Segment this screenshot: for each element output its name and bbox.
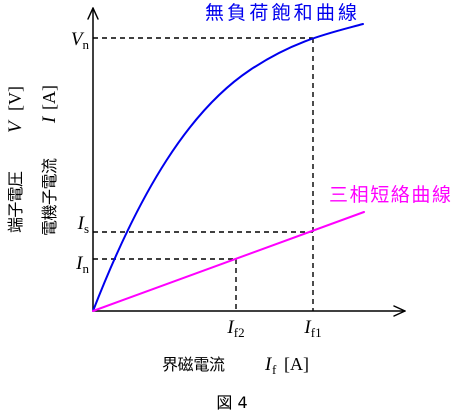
tick-label-if1-main: I (303, 317, 312, 338)
x-axis-arrow-icon (393, 305, 406, 317)
y-axis-title-current: 電機子電流 I [A] (39, 85, 60, 236)
current-title-text: 電機子電流 (40, 158, 59, 236)
tick-label-vn-sub: n (83, 37, 90, 52)
x-axis-title-symbol: I (264, 354, 273, 375)
current-title-symbol: I (39, 115, 60, 124)
tick-label-if1-sub: f1 (311, 325, 322, 340)
voltage-title-text: 端子電圧 (6, 171, 25, 233)
short-circuit-curve-label: 三相短絡曲線 (329, 184, 451, 206)
y-axis-title-voltage: 端子電圧 V [V] (5, 86, 26, 233)
tick-label-vn: Vn (71, 29, 90, 52)
tick-label-is-sub: s (84, 221, 89, 236)
x-axis-title-sub: f (272, 362, 277, 377)
x-axis-title-unit: [A] (284, 354, 309, 374)
guide-lines (93, 37, 314, 311)
tick-label-vn-main: V (71, 29, 85, 50)
voltage-title-symbol: V (5, 119, 26, 133)
x-axis-title: 界磁電流 I f [A] (162, 354, 309, 377)
tick-label-if2: If2 (226, 317, 244, 340)
x-axis-title-text: 界磁電流 (162, 355, 225, 374)
tick-label-in: In (75, 253, 89, 276)
figure-caption: 図 4 (216, 393, 247, 412)
y-axis-arrow-icon (87, 7, 99, 20)
axes (87, 7, 406, 317)
voltage-title-unit: [V] (5, 86, 25, 111)
short-circuit-curve (92, 211, 365, 312)
no-load-saturation-curve (92, 23, 364, 312)
tick-label-if2-sub: f2 (234, 325, 245, 340)
tick-label-if2-main: I (226, 317, 235, 338)
current-title-unit: [A] (39, 85, 59, 110)
tick-label-is-main: I (77, 213, 86, 234)
no-load-curve-label: 無負荷飽和曲線 (205, 2, 357, 24)
tick-label-in-main: I (75, 253, 84, 274)
tick-label-if1: If1 (303, 317, 321, 340)
tick-label-is: Is (77, 213, 89, 236)
tick-label-in-sub: n (83, 261, 90, 276)
